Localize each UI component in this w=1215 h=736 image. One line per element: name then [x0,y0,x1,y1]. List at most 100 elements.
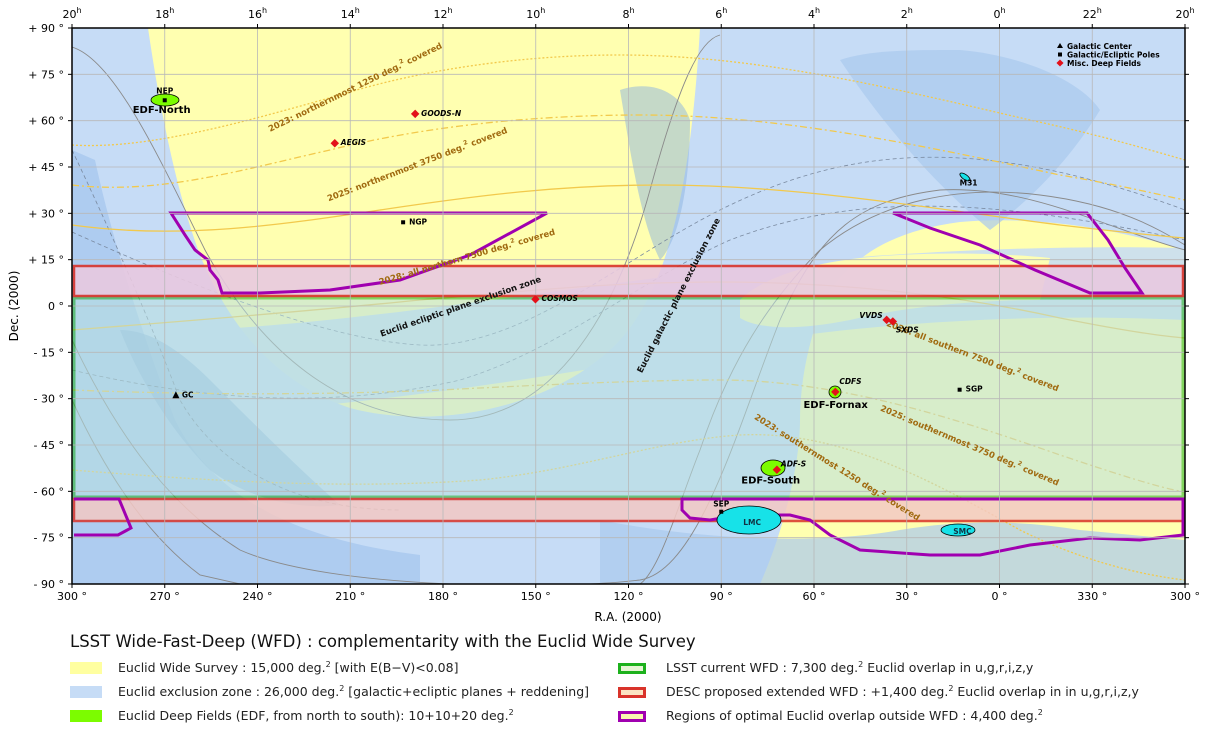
x-tick-label: 270 ° [150,590,180,603]
legend-desc-wfd: DESC proposed extended WFD : +1,400 deg.… [618,683,1178,701]
y-tick-label: - 15 ° [34,346,64,359]
grid-lines [72,28,1185,584]
legend-exclusion: Euclid exclusion zone : 26,000 deg.2 [ga… [70,683,618,701]
legend-marker-label: Galactic/Ecliptic Poles [1067,51,1160,60]
x-tick-label: 60 ° [803,590,826,603]
x-tick-label: 300 ° [57,590,87,603]
legend-title: LSST Wide-Fast-Deep (WFD) : complementar… [70,632,696,651]
y-tick-label: + 60 ° [28,115,64,128]
lmc-ellipse [716,505,782,535]
point-label: COSMOS [541,294,578,303]
smc-ellipse [940,523,976,537]
x-top-tick-label: 20h [62,6,81,21]
point-label: ADF-S [780,460,806,469]
x-tick-label: 210 ° [335,590,365,603]
optimal-overlap-swatch [618,710,646,722]
points-layer: NEP GOODS-N AEGIS NGP COSMOS GC VVDS SXDS CDFS SG… [133,86,983,536]
m31-ellipse [959,172,971,182]
y-tick-label: - 75 ° [34,532,64,545]
x-top-tick-label: 10h [526,6,545,21]
point-label: SGP [966,385,984,394]
pole-marker [401,220,406,225]
x-top-tick-label: 14h [341,6,360,21]
x-top-tick-label: 8h [622,6,634,21]
deep-field-marker [330,138,340,148]
edf-label: EDF-North [133,105,191,116]
x-top-tick-label: 2h [901,6,913,21]
x-tick-label: 0 ° [992,590,1008,603]
deep-field-marker [531,294,540,304]
point-label: NGP [409,217,427,226]
point-label: AEGIS [340,138,366,147]
legend-optimal-overlap: Regions of optimal Euclid overlap outsid… [618,707,1178,725]
x-tick-label: 180 ° [428,590,458,603]
pole-marker [162,98,167,103]
point-label: NEP [156,86,173,95]
exclusion-swatch [70,686,102,698]
y-tick-label: - 45 ° [34,439,64,452]
sky-map-chart: 2023: northernmost 1250 deg.2 covered202… [7,6,1200,624]
galaxy-ellipses [716,172,976,537]
pole-marker [957,387,962,392]
legend-euclid-wide: Euclid Wide Survey : 15,000 deg.2 [with … [70,659,618,677]
legend: LSST Wide-Fast-Deep (WFD) : complementar… [70,632,1200,725]
legend-exclusion-label: Euclid exclusion zone : 26,000 deg.2 [ga… [118,684,590,700]
edf-label: EDF-Fornax [803,400,868,411]
legend-marker-label: Galactic Center [1067,42,1132,51]
x-top-tick-label: 12h [433,6,452,21]
x-top-tick-label: 20h [1175,6,1194,21]
legend-euclid-wide-label: Euclid Wide Survey : 15,000 deg.2 [with … [118,660,459,676]
point-label: GC [182,390,194,399]
desc-wfd-swatch [618,686,646,698]
deep-field-marker [772,465,782,474]
deep-fields-swatch [70,710,102,722]
y-tick-label: 0 ° [48,300,64,313]
deep-field-marker [831,387,840,397]
edf-south-field [760,459,786,477]
deep-field-marker [410,109,420,119]
x-tick-label: 120 ° [614,590,644,603]
x-tick-label: 330 ° [1077,590,1107,603]
point-label: SEP [713,500,730,509]
lsst-wfd-swatch [618,662,646,674]
pole-marker [719,509,724,514]
deep-field-marker [888,317,898,326]
legend-lsst-wfd: LSST current WFD : 7,300 deg.2 Euclid ov… [618,659,1178,677]
x-top-tick-label: 6h [715,6,727,21]
x-top-tick-label: 18h [155,6,174,21]
x-axis-label: R.A. (2000) [594,610,661,624]
x-top-tick-label: 4h [808,6,820,21]
x-top-tick-label: 22h [1083,6,1102,21]
point-label: SXDS [896,325,919,334]
point-label: GOODS-N [421,109,462,118]
euclid-wide-swatch [70,662,102,674]
legend-desc-wfd-label: DESC proposed extended WFD : +1,400 deg.… [666,684,1139,700]
optimal-overlap-regions [74,211,1185,557]
y-tick-label: + 90 ° [28,22,64,35]
ellipse-label: LMC [743,518,761,527]
legend-grid: Euclid Wide Survey : 15,000 deg.2 [with … [70,659,1200,725]
y-tick-label: + 75 ° [28,68,64,81]
x-top-tick-label: 0h [993,6,1005,21]
edf-label: EDF-South [741,476,800,487]
legend-marker-label: Misc. Deep Fields [1067,59,1142,68]
x-tick-label: 240 ° [243,590,273,603]
legend-lsst-wfd-label: LSST current WFD : 7,300 deg.2 Euclid ov… [666,660,1034,676]
legend-deep-fields: Euclid Deep Fields (EDF, from north to s… [70,707,618,725]
deep-field-marker [882,315,891,325]
y-tick-label: - 60 ° [34,485,64,498]
legend-optimal-overlap-label: Regions of optimal Euclid overlap outsid… [666,708,1043,724]
legend-deep-fields-label: Euclid Deep Fields (EDF, from north to s… [118,708,514,724]
y-axis-label: Dec. (2000) [7,271,21,342]
ellipse-label: M31 [960,178,978,187]
x-top-tick-label: 16h [248,6,267,21]
galactic-center-marker [172,391,180,399]
x-tick-label: 30 ° [895,590,918,603]
x-tick-label: 90 ° [710,590,733,603]
point-label: CDFS [839,377,861,386]
legend-triangle-marker [1057,43,1063,48]
ellipse-label: SMC [953,527,972,536]
x-tick-label: 150 ° [521,590,551,603]
y-tick-label: - 90 ° [34,578,64,591]
point-label: VVDS [859,311,882,320]
